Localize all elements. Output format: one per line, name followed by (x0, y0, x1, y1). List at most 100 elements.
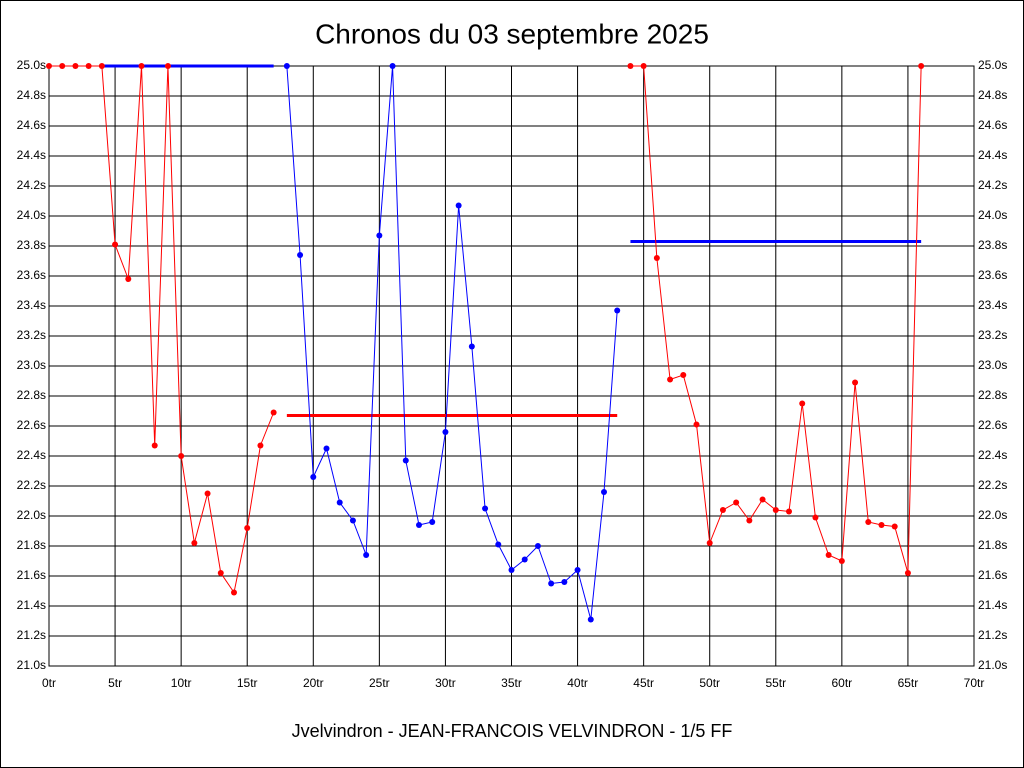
y2-tick-label: 24.6s (978, 118, 1007, 132)
point (468, 343, 475, 350)
point (244, 525, 251, 531)
point (508, 567, 515, 573)
point (151, 442, 158, 449)
point (323, 445, 330, 452)
point (85, 63, 92, 69)
point (349, 517, 356, 524)
y2-tick-label: 23.6s (978, 268, 1007, 282)
y-tick-label: 22.4s (17, 448, 46, 462)
point (627, 63, 634, 69)
point (838, 558, 845, 564)
y2-tick-label: 21.2s (978, 628, 1007, 642)
y-tick-label: 22.2s (17, 478, 46, 492)
point (416, 522, 422, 528)
point (693, 421, 700, 428)
y2-tick-label: 24.4s (978, 148, 1007, 162)
y2-tick-label: 24.0s (978, 208, 1007, 222)
y-tick-label: 21.0s (17, 658, 46, 672)
point (812, 514, 819, 521)
y2-tick-label: 22.4s (978, 448, 1007, 462)
y2-tick-label: 23.4s (978, 298, 1007, 312)
point (112, 241, 119, 248)
point (891, 523, 898, 530)
point (918, 63, 925, 69)
x-tick-label: 70tr (964, 676, 985, 690)
point (521, 556, 528, 563)
point (601, 489, 607, 495)
point (733, 499, 740, 506)
point (442, 429, 449, 435)
point (534, 543, 541, 549)
point (799, 400, 806, 407)
x-tick-label: 15tr (237, 676, 258, 690)
y-tick-label: 21.4s (17, 598, 46, 612)
point (363, 552, 370, 558)
y-tick-label: 24.2s (17, 178, 46, 192)
y-tick-label: 23.6s (17, 268, 46, 282)
y-tick-label: 22.0s (17, 508, 46, 522)
point (217, 570, 224, 576)
y-tick-label: 21.8s (17, 538, 46, 552)
point (257, 442, 264, 449)
y-tick-label: 21.6s (17, 568, 46, 582)
point (667, 376, 674, 383)
point (495, 541, 502, 548)
y2-tick-label: 22.0s (978, 508, 1007, 522)
point (772, 507, 779, 513)
point (653, 255, 660, 261)
y2-tick-label: 25.0s (978, 58, 1007, 72)
point (46, 63, 52, 69)
y2-tick-label: 24.8s (978, 88, 1007, 102)
point (270, 409, 277, 416)
point (680, 372, 687, 378)
y-tick-label: 23.0s (17, 358, 46, 372)
y-tick-label: 22.8s (17, 388, 46, 402)
y-tick-label: 24.4s (17, 148, 46, 162)
point (336, 499, 343, 506)
y-tick-label: 24.8s (17, 88, 46, 102)
point (482, 505, 489, 512)
y-tick-label: 21.2s (17, 628, 46, 642)
point (904, 570, 911, 576)
x-axis-label: Jvelvindron - JEAN-FRANCOIS VELVINDRON -… (292, 721, 733, 741)
point (231, 589, 237, 596)
x-tick-label: 5tr (108, 676, 122, 690)
x-tick-label: 10tr (171, 676, 192, 690)
point (138, 63, 145, 69)
point (561, 579, 568, 585)
point (878, 522, 885, 528)
y-tick-label: 22.6s (17, 418, 46, 432)
y2-tick-label: 21.6s (978, 568, 1007, 582)
point (297, 252, 304, 258)
point (72, 63, 79, 69)
point (59, 63, 66, 69)
x-tick-label: 65tr (898, 676, 919, 690)
x-tick-label: 30tr (435, 676, 456, 690)
point (706, 540, 713, 546)
x-tick-label: 50tr (699, 676, 720, 690)
x-tick-label: 20tr (303, 676, 324, 690)
y2-tick-label: 23.2s (978, 328, 1007, 342)
point (548, 580, 555, 587)
chart-title: Chronos du 03 septembre 2025 (315, 18, 709, 49)
y2-tick-label: 22.8s (978, 388, 1007, 402)
y2-tick-label: 22.6s (978, 418, 1007, 432)
x-tick-label: 40tr (567, 676, 588, 690)
x-tick-label: 55tr (765, 676, 786, 690)
point (746, 517, 753, 524)
y2-tick-label: 21.8s (978, 538, 1007, 552)
point (614, 307, 621, 314)
point (719, 507, 726, 513)
y-tick-label: 23.8s (17, 238, 46, 252)
point (164, 63, 171, 69)
y-tick-label: 23.2s (17, 328, 46, 342)
x-tick-label: 0tr (42, 676, 56, 690)
x-tick-label: 45tr (633, 676, 654, 690)
y2-tick-label: 23.8s (978, 238, 1007, 252)
point (125, 276, 132, 282)
point (389, 63, 396, 69)
point (178, 453, 185, 459)
point (310, 474, 317, 480)
y2-tick-label: 21.4s (978, 598, 1007, 612)
